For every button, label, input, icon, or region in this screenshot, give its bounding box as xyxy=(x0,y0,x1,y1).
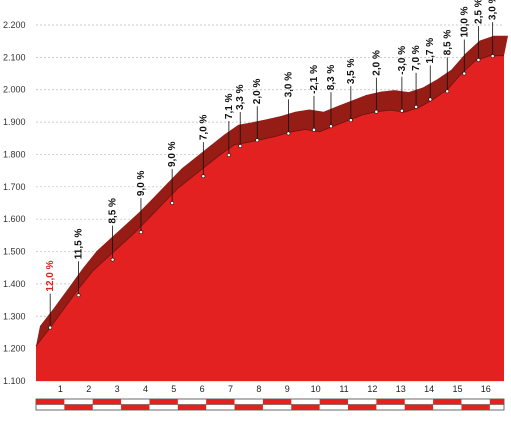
x-tick-label: 11 xyxy=(339,384,348,394)
gradient-label: 7,0 % xyxy=(411,45,422,71)
km-strip-segment xyxy=(149,399,178,405)
gradient-label: 8,5 % xyxy=(442,30,453,56)
gradient-label: 2,5 % xyxy=(473,0,484,24)
y-tick-label: 1.200 xyxy=(3,344,26,354)
gradient-marker-dot xyxy=(76,293,81,298)
gradient-label: 3,0 % xyxy=(488,0,499,20)
gradient-marker-dot xyxy=(170,201,175,205)
y-tick-label: 1.500 xyxy=(3,247,26,257)
gradient-label: 11,5 % xyxy=(74,229,85,260)
gradient-marker-dot xyxy=(255,138,260,143)
km-strip-segment xyxy=(206,399,235,405)
x-tick-label: 13 xyxy=(396,384,406,394)
gradient-label: 8,5 % xyxy=(108,198,119,224)
gradient-marker-dot xyxy=(139,230,143,235)
y-axis-ticks: 1.100 1.200 1.300 1.400 1.500 1.600 1.700 1.800… xyxy=(3,20,26,386)
km-strip-segment xyxy=(177,404,207,410)
gradient-marker-dot xyxy=(226,153,231,158)
x-tick-label: 5 xyxy=(171,384,176,394)
gradient-label: -3,0 % xyxy=(397,46,408,75)
y-tick-label: 1.700 xyxy=(3,182,26,192)
gradient-label: 3,0 % xyxy=(283,72,294,98)
gradient-marker-dot xyxy=(462,71,467,76)
gradient-marker-dot xyxy=(399,108,404,113)
gradient-label: 7,0 % xyxy=(198,114,209,140)
x-tick-label: 4 xyxy=(143,384,148,394)
x-tick-label: 1 xyxy=(58,384,63,394)
km-strip-segment xyxy=(348,404,377,410)
km-strip-segment xyxy=(433,399,462,405)
km-strip-segment xyxy=(36,399,65,405)
x-tick-label: 7 xyxy=(228,384,233,394)
gradient-marker-dot xyxy=(476,58,481,62)
km-strip-segment xyxy=(291,404,320,410)
gradient-label: 1,7 % xyxy=(425,38,436,64)
x-tick-label: 9 xyxy=(285,384,290,394)
km-strip-segment xyxy=(92,399,122,405)
km-strip-segment xyxy=(404,404,434,410)
x-tick-label: 3 xyxy=(115,384,120,394)
gradient-marker-dot xyxy=(490,54,495,58)
gradient-marker-dot xyxy=(110,257,115,262)
x-tick-label: 14 xyxy=(424,384,434,394)
x-tick-label: 2 xyxy=(86,384,91,394)
gradient-marker-dot xyxy=(329,124,333,129)
x-tick-label: 10 xyxy=(311,384,321,394)
gradient-band xyxy=(35,35,508,347)
gradient-marker-dot xyxy=(48,325,53,330)
km-strip-segment xyxy=(234,404,263,410)
y-tick-label: 1.100 xyxy=(3,376,26,386)
x-tick-label: 16 xyxy=(481,384,491,394)
gradient-label: 8,3 % xyxy=(326,65,337,91)
y-tick-label: 1.400 xyxy=(3,279,26,289)
gradient-marker-dot xyxy=(428,97,433,102)
profile-area xyxy=(36,55,504,381)
x-axis-ticks: 1 2 3 4 5 6 7 8 9 10 11 12 13 14 15 16 xyxy=(58,384,491,394)
gradient-labels: 12,0 % 11,5 % 8,5 % 9,0 % 9,0 % 7,0 % 7,1 % 3,3… xyxy=(45,0,499,330)
km-strip-segment xyxy=(376,399,405,405)
gradient-label: 9,0 % xyxy=(167,141,178,167)
km-strip-segment xyxy=(461,404,490,410)
y-tick-label: 1.800 xyxy=(3,149,26,159)
x-tick-label: 8 xyxy=(256,384,261,394)
gradient-marker-dot xyxy=(238,144,243,148)
gradient-label: 12,0 % xyxy=(45,260,56,291)
km-strip-segment xyxy=(64,404,93,410)
y-tick-label: 1.900 xyxy=(3,117,26,127)
gradient-label: 10,0 % xyxy=(459,6,470,37)
y-tick-label: 2.000 xyxy=(3,85,26,95)
gradient-marker-dot xyxy=(286,131,291,136)
profile-band xyxy=(36,35,508,346)
gradient-label: 2,0 % xyxy=(371,50,382,76)
km-strip-segment xyxy=(262,399,292,405)
gradient-marker-dot xyxy=(414,104,418,109)
gradient-label: 9,0 % xyxy=(136,170,147,196)
y-tick-label: 1.600 xyxy=(3,214,26,224)
gradient-marker-dot xyxy=(201,174,206,179)
x-tick-label: 15 xyxy=(452,384,462,394)
km-strip xyxy=(35,398,505,411)
km-strip-segment xyxy=(319,399,348,405)
gradient-label: 2,0 % xyxy=(252,79,263,105)
gradient-label: 3,5 % xyxy=(346,58,357,84)
km-strip-segment xyxy=(121,404,150,410)
gradient-label: 7,1 % xyxy=(224,93,235,119)
x-tick-label: 6 xyxy=(200,384,205,394)
gradient-marker-dot xyxy=(348,118,353,123)
y-tick-label: 2.200 xyxy=(3,20,26,30)
profile-edge xyxy=(35,55,504,347)
gradient-label: 3,3 % xyxy=(235,84,246,110)
x-tick-label: 12 xyxy=(367,384,377,394)
gradient-marker-dot xyxy=(312,127,316,132)
gradient-marker-dot xyxy=(374,109,379,114)
gradient-marker-dot xyxy=(445,89,450,94)
profile-fill xyxy=(36,55,504,381)
km-strip-segment xyxy=(489,399,504,405)
y-tick-label: 2.100 xyxy=(3,52,26,62)
gradient-label: -2,1 % xyxy=(309,65,320,94)
y-tick-label: 1.300 xyxy=(3,311,26,321)
